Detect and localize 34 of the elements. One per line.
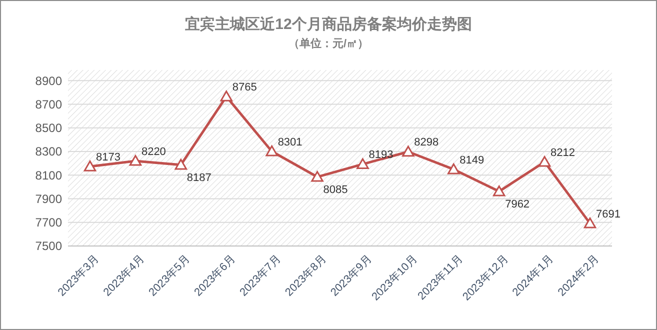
point bbox=[311, 170, 324, 182]
y-tick-label: 7500 bbox=[35, 239, 62, 254]
point bbox=[266, 145, 278, 156]
data-label: 8173 bbox=[96, 152, 120, 164]
data-label: 8187 bbox=[186, 172, 212, 184]
y-tick-label: 8500 bbox=[35, 121, 62, 136]
data-label: 8298 bbox=[414, 136, 439, 149]
point bbox=[356, 158, 369, 169]
point bbox=[492, 185, 506, 196]
data-label: 8212 bbox=[550, 146, 576, 159]
y-tick-label: 7700 bbox=[35, 216, 62, 230]
data-label: 8765 bbox=[232, 82, 257, 94]
point bbox=[402, 146, 414, 157]
point bbox=[448, 163, 460, 174]
point bbox=[174, 158, 188, 170]
chart-title: 宜宾主城区近12个月商品房备案均价走势图 bbox=[185, 15, 472, 33]
data-label: 8193 bbox=[368, 149, 394, 162]
data-label: 8085 bbox=[323, 184, 348, 196]
data-label: 8301 bbox=[278, 136, 302, 148]
point bbox=[584, 217, 596, 228]
y-tick-label: 8300 bbox=[35, 144, 62, 159]
y-tick-label: 8700 bbox=[35, 97, 62, 112]
point bbox=[538, 156, 551, 167]
data-label: 8149 bbox=[460, 154, 484, 166]
point bbox=[129, 155, 142, 166]
point bbox=[84, 160, 96, 172]
data-label: 8220 bbox=[141, 146, 166, 158]
chart-subtitle: （单位：元/㎡） bbox=[288, 37, 369, 50]
point bbox=[220, 90, 232, 102]
data-label: 7962 bbox=[505, 198, 530, 210]
y-tick-label: 7900 bbox=[35, 192, 62, 206]
y-tick-label: 8900 bbox=[35, 74, 62, 88]
data-label: 7691 bbox=[596, 208, 620, 220]
y-tick-label: 8100 bbox=[35, 168, 62, 182]
